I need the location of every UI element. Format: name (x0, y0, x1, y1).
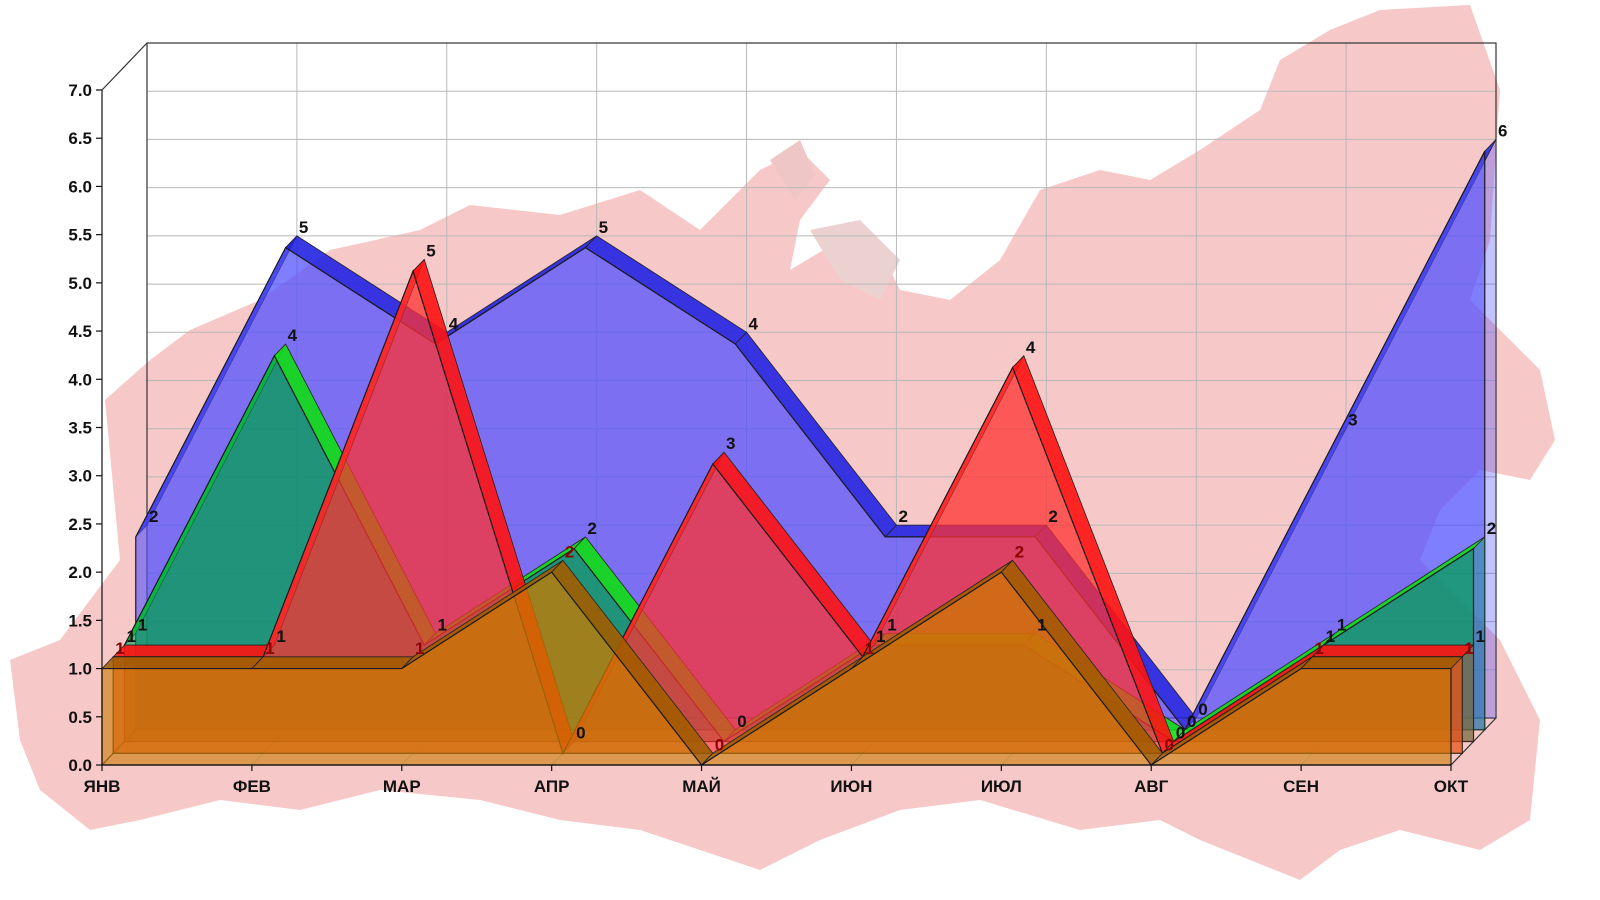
x-tick-label: АВГ (1134, 777, 1169, 796)
data-label: 5 (299, 218, 308, 237)
data-label: 2 (149, 507, 158, 526)
data-label: 4 (288, 326, 298, 345)
data-label: 0 (1198, 700, 1207, 719)
data-label: 0 (576, 724, 585, 743)
data-label: 5 (599, 218, 608, 237)
data-label: 4 (449, 314, 459, 333)
data-label: 1 (887, 615, 896, 634)
data-label: 2 (1487, 519, 1496, 538)
y-tick-label: 4.5 (68, 322, 92, 341)
data-label: 1 (1037, 615, 1046, 634)
y-tick-label: 1.5 (68, 611, 92, 630)
data-label: 1 (138, 615, 147, 634)
x-tick-label: МАЙ (682, 777, 721, 796)
y-tick-label: 2.5 (68, 515, 92, 534)
data-label: 1 (276, 627, 285, 646)
data-label: 1 (1337, 615, 1346, 634)
top-left-edge (101, 42, 148, 91)
data-label: 3 (1348, 411, 1357, 430)
data-label: 0 (715, 735, 724, 754)
y-tick-label: 3.0 (68, 467, 92, 486)
data-label: 2 (587, 519, 596, 538)
series-top-ribbon (1311, 644, 1475, 658)
series-top-ribbon (101, 656, 265, 669)
data-label: 1 (438, 615, 447, 634)
data-label: 0 (1164, 735, 1173, 754)
x-tick-label: СЕН (1283, 777, 1319, 796)
y-tick-label: 6.5 (68, 129, 92, 148)
series-4 (101, 559, 1464, 766)
axis-layer: 0.0 0.5 1.0 1.5 2.0 2.5 3.0 3.5 4.0 4.5 5.0 5.5 6.0 6… (68, 81, 1468, 796)
x-tick-label: МАР (383, 777, 421, 796)
data-label: 1 (415, 639, 424, 658)
data-label: 1 (127, 627, 136, 646)
series-top-ribbon (250, 656, 414, 669)
series-top-ribbon (1300, 656, 1464, 669)
data-label: 5 (426, 241, 435, 260)
data-label: 1 (1476, 627, 1485, 646)
data-label: 0 (1187, 712, 1196, 731)
y-tick-label: 5.5 (68, 226, 92, 245)
data-label: 1 (1464, 639, 1473, 658)
data-label: 0 (737, 712, 746, 731)
data-label: 4 (749, 314, 759, 333)
data-label: 2 (898, 507, 907, 526)
data-label: 1 (876, 627, 885, 646)
x-tick-label: ИЮН (830, 777, 872, 796)
x-tick-label: ОКТ (1434, 777, 1469, 796)
x-tick-label: ИЮЛ (981, 777, 1022, 796)
data-label: 0 (1176, 724, 1185, 743)
y-tick-label: 1.0 (68, 660, 92, 679)
data-label: 4 (1026, 338, 1036, 357)
series-top-ribbon (112, 644, 276, 658)
data-label: 1 (115, 639, 124, 658)
data-label: 1 (865, 639, 874, 658)
y-tick-label: 0.0 (68, 756, 92, 775)
data-label: 3 (726, 434, 735, 453)
y-tick-label: 0.5 (68, 708, 92, 727)
data-label: 2 (565, 542, 574, 561)
series-layer (101, 139, 1497, 766)
series-front-face (101, 571, 1452, 766)
y-tick-label: 2.0 (68, 563, 92, 582)
data-label: 2 (1048, 507, 1057, 526)
y-tick-label: 3.5 (68, 419, 92, 438)
x-tick-label: АПР (534, 777, 570, 796)
y-tick-label: 5.0 (68, 274, 92, 293)
x-tick-label: ЯНВ (84, 777, 121, 796)
data-label: 2 (1015, 542, 1024, 561)
data-label: 1 (1326, 627, 1335, 646)
y-tick-label: 7.0 (68, 81, 92, 100)
y-tick-label: 6.0 (68, 177, 92, 196)
y-tick-label: 4.0 (68, 370, 92, 389)
data-label: 1 (1314, 639, 1323, 658)
data-label: 6 (1498, 121, 1507, 140)
x-tick-label: ФЕВ (233, 777, 271, 796)
data-label: 1 (265, 639, 274, 658)
